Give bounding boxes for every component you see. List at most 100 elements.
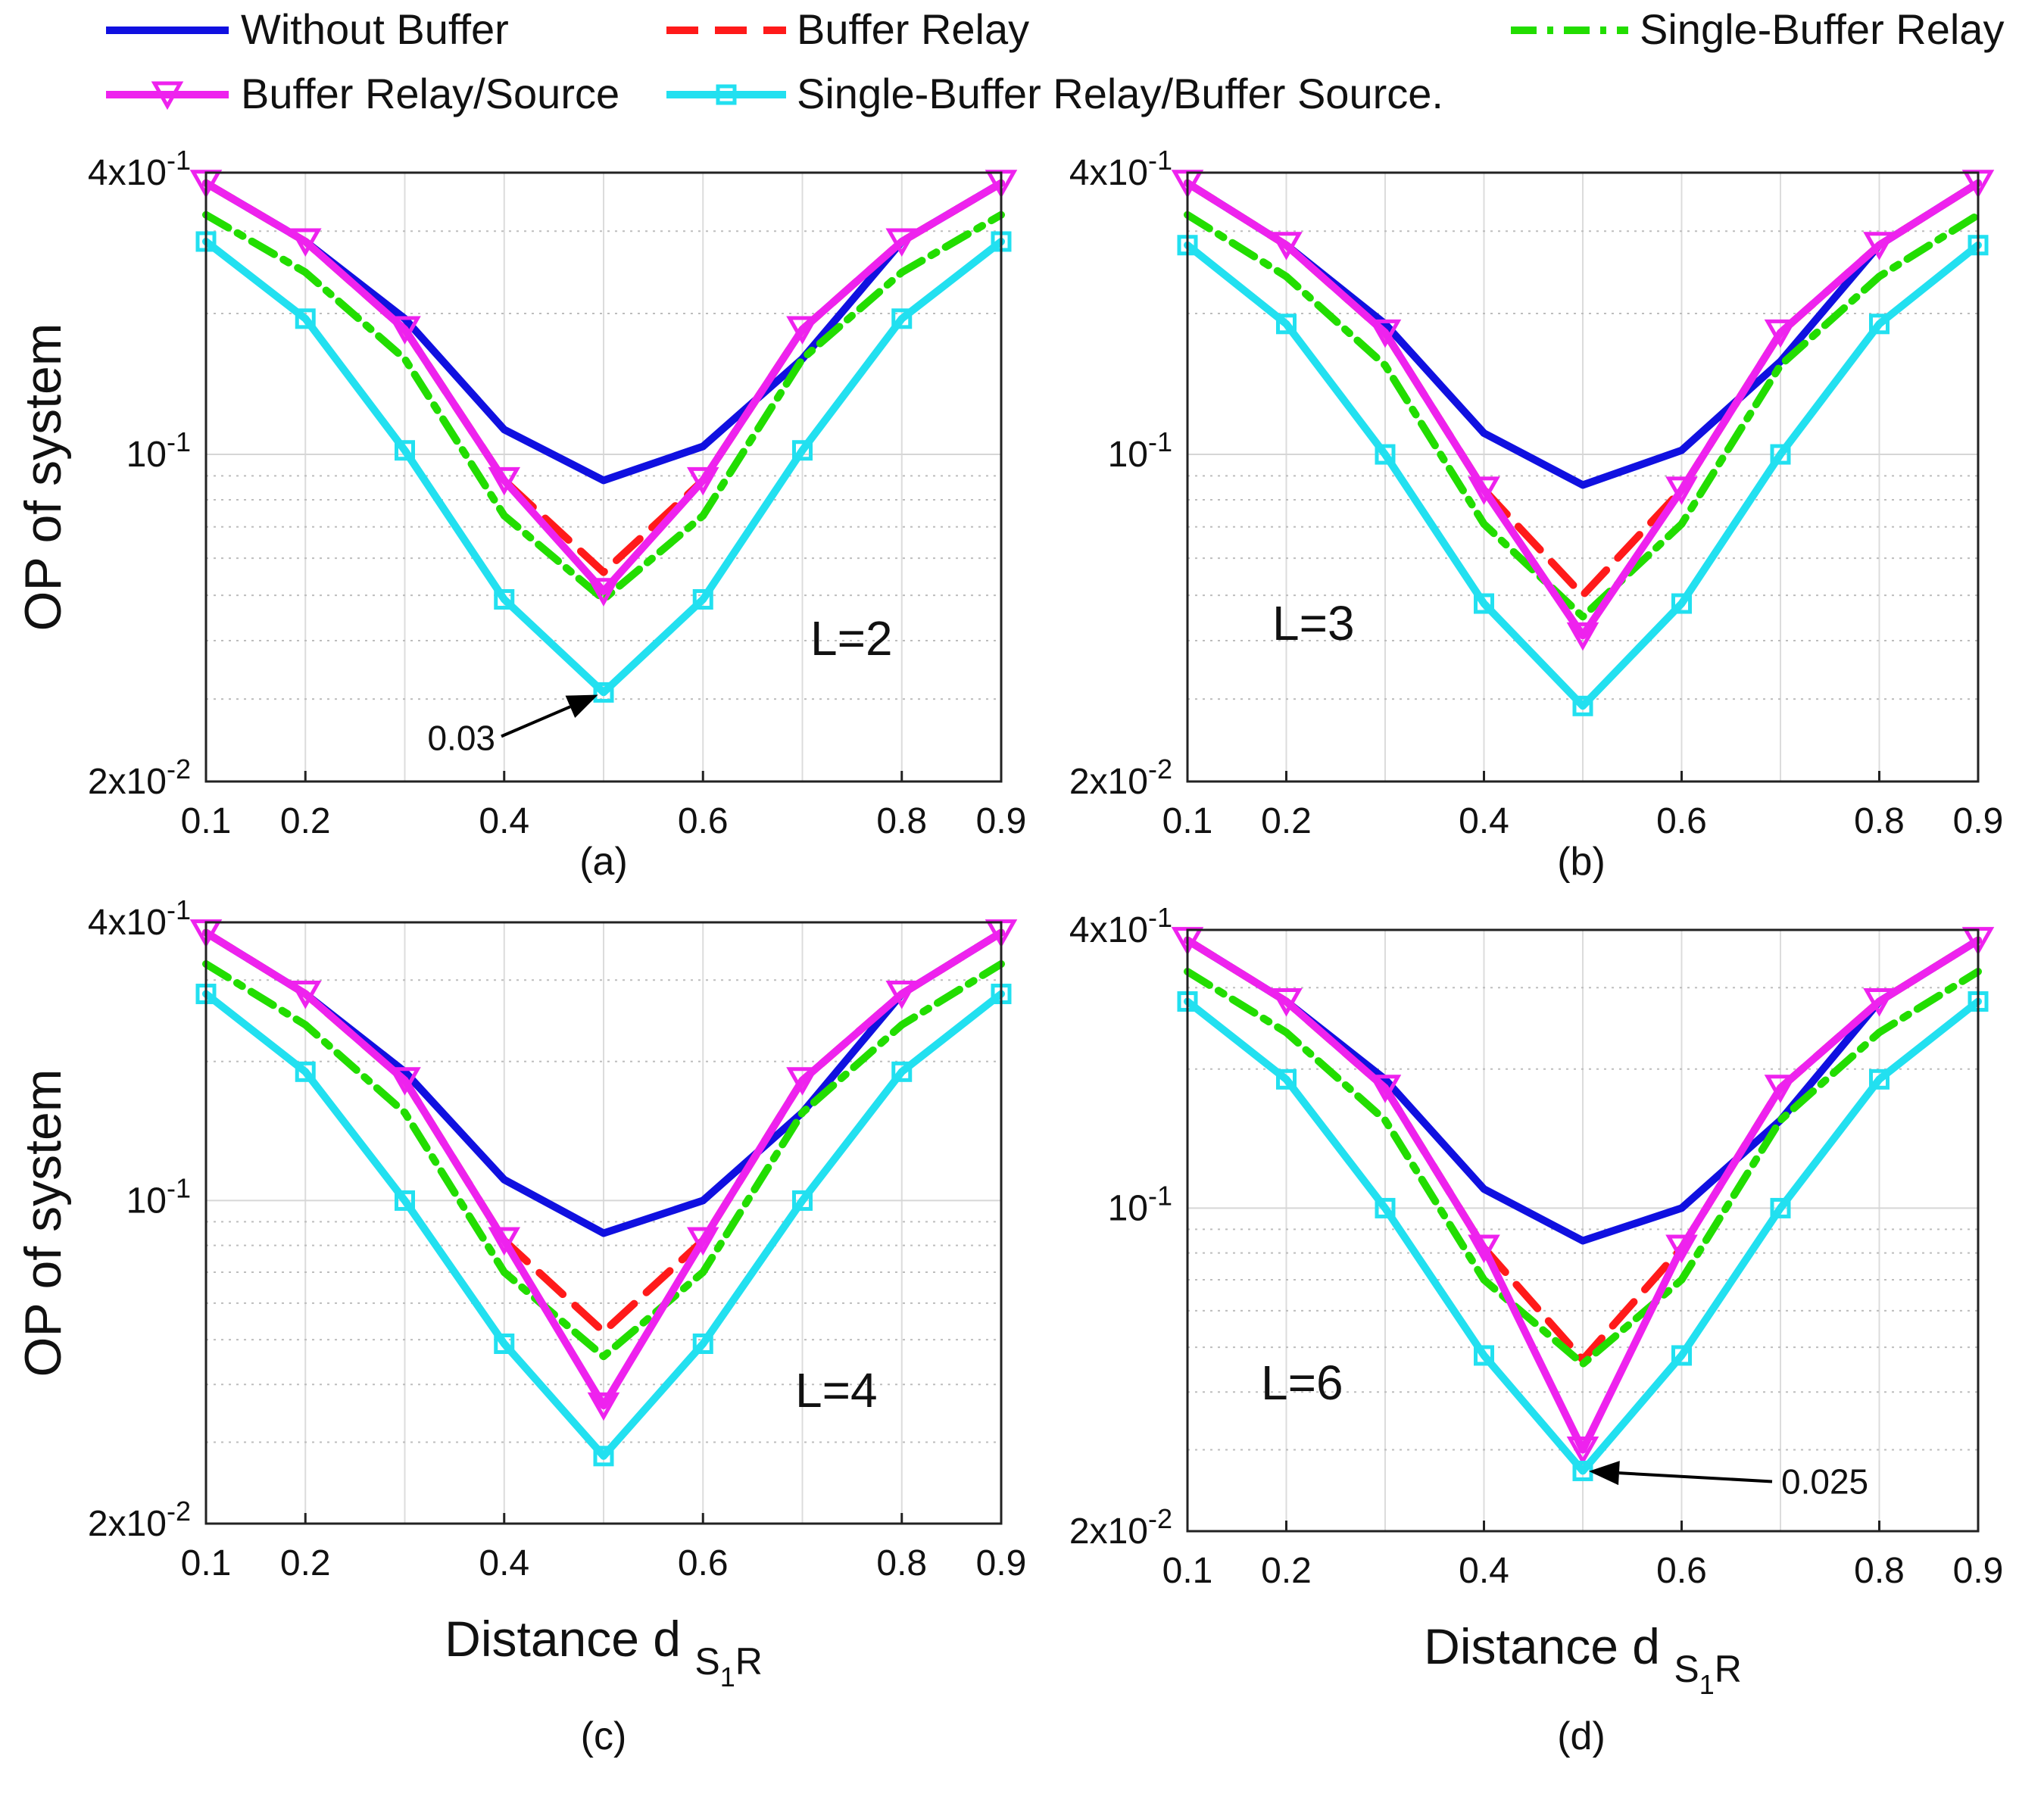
x-tick-label: 0.1 bbox=[1162, 801, 1213, 841]
data-point bbox=[289, 981, 322, 1009]
data-point bbox=[1375, 1197, 1396, 1218]
data-point bbox=[593, 682, 614, 703]
panel-a: 0.1 0.2 0.4 0.6 0.8 0.9 4x10-1 10-1 2x10-2 OP of … bbox=[14, 145, 1026, 884]
legend-label-2: Buffer Relay bbox=[797, 5, 1029, 53]
data-point bbox=[1764, 1075, 1797, 1103]
series-line-5 bbox=[202, 238, 1005, 697]
x-tick-label: 0.6 bbox=[678, 801, 729, 841]
y-tick-label: 2x10-2 bbox=[1069, 753, 1172, 802]
panel-annotation: L=6 bbox=[1261, 1355, 1343, 1410]
data-point bbox=[692, 1333, 713, 1354]
y-tick-label: 4x10-1 bbox=[1069, 902, 1172, 950]
series-line-4 bbox=[1184, 179, 1982, 640]
y-axis-label: OP of system bbox=[14, 1069, 72, 1377]
panel-caption: (a) bbox=[579, 840, 628, 884]
legend-label-5: Single-Buffer Relay/Buffer Source. bbox=[797, 70, 1443, 117]
data-point bbox=[1566, 622, 1599, 651]
data-point bbox=[1375, 444, 1396, 465]
y-tick-label: 4x10-1 bbox=[1069, 145, 1172, 193]
y-tick-label: 2x10-2 bbox=[88, 753, 191, 802]
data-point bbox=[1270, 232, 1303, 260]
panel-d: 0.1 0.2 0.4 0.6 0.8 0.9 4x10-1 10-1 2x10-2 Distan… bbox=[1069, 902, 2003, 1758]
data-point bbox=[1863, 988, 1896, 1017]
data-point bbox=[686, 466, 719, 496]
data-point bbox=[1869, 1068, 1890, 1090]
data-point bbox=[395, 440, 415, 461]
data-point bbox=[587, 1392, 620, 1421]
panel-annotation: L=2 bbox=[810, 611, 893, 666]
data-point bbox=[792, 440, 813, 461]
x-tick-label: 0.1 bbox=[1162, 1551, 1213, 1591]
y-tick-label: 10-1 bbox=[1108, 1180, 1172, 1228]
series-line-4 bbox=[1184, 936, 1982, 1454]
data-point bbox=[1770, 1197, 1791, 1218]
data-point bbox=[885, 228, 919, 257]
axes-frame bbox=[1186, 171, 1980, 783]
series-line-3 bbox=[1184, 968, 1982, 1368]
x-tick-label: 0.9 bbox=[1953, 801, 2004, 841]
x-tick-label: 0.1 bbox=[181, 1543, 232, 1583]
legend-label-1: Without Buffer bbox=[241, 5, 509, 53]
data-point bbox=[1368, 1075, 1402, 1103]
data-point bbox=[389, 1067, 421, 1096]
legend-marker-5 bbox=[716, 84, 737, 105]
series-line-3 bbox=[202, 960, 1005, 1361]
data-point bbox=[1572, 695, 1593, 716]
arrow-shaft bbox=[1618, 1471, 1773, 1483]
x-tick-label: 0.2 bbox=[1261, 801, 1312, 841]
data-point bbox=[494, 589, 515, 610]
y-tick-label: 2x10-2 bbox=[88, 1496, 191, 1544]
data-point bbox=[786, 1067, 819, 1096]
data-point bbox=[1270, 988, 1303, 1017]
data-point bbox=[488, 1227, 521, 1256]
data-point bbox=[1671, 1345, 1692, 1366]
data-point bbox=[488, 466, 521, 496]
x-tick-label: 0.1 bbox=[181, 801, 232, 841]
panel-c: 0.1 0.2 0.4 0.6 0.8 0.9 4x10-1 10-1 2x10-2 OP of … bbox=[14, 894, 1026, 1758]
series-line-5 bbox=[1184, 997, 1982, 1475]
axes-frame bbox=[204, 921, 1003, 1525]
data-point bbox=[1671, 593, 1692, 614]
data-point bbox=[1665, 1234, 1698, 1264]
x-tick-label: 0.8 bbox=[876, 1543, 927, 1583]
data-point bbox=[1770, 444, 1791, 465]
legend-label-4: Buffer Relay/Source bbox=[241, 70, 619, 117]
axes-frame bbox=[204, 171, 1003, 783]
data-point bbox=[395, 1190, 415, 1211]
data-point bbox=[891, 308, 913, 329]
y-tick-label: 10-1 bbox=[126, 1172, 191, 1221]
data-point bbox=[389, 316, 421, 345]
x-axis-label: Distance d S1R bbox=[445, 1611, 763, 1692]
x-tick-label: 0.4 bbox=[479, 1543, 529, 1583]
data-point bbox=[1468, 476, 1500, 505]
x-tick-label: 0.2 bbox=[1261, 1551, 1312, 1591]
data-point bbox=[786, 316, 819, 345]
data-point bbox=[1276, 314, 1297, 335]
data-point bbox=[1276, 1068, 1297, 1090]
arrow-shaft bbox=[501, 705, 571, 738]
x-tick-label: 0.4 bbox=[1459, 801, 1509, 841]
y-tick-label: 4x10-1 bbox=[88, 145, 191, 193]
arrow-head bbox=[1588, 1461, 1620, 1486]
panel-caption: (d) bbox=[1557, 1714, 1606, 1758]
x-tick-label: 0.2 bbox=[280, 801, 331, 841]
x-tick-label: 0.6 bbox=[1656, 1551, 1707, 1591]
legend: Without Buffer Buffer Relay Single-Buffer … bbox=[106, 5, 2004, 117]
series-line-3 bbox=[202, 211, 1005, 604]
data-point bbox=[1764, 319, 1797, 348]
data-point bbox=[1368, 319, 1402, 348]
data-point bbox=[1863, 232, 1896, 260]
data-point bbox=[1869, 314, 1890, 335]
y-tick-label: 10-1 bbox=[126, 426, 191, 475]
data-point bbox=[295, 308, 316, 329]
series-line-5 bbox=[1184, 241, 1982, 710]
data-point bbox=[1665, 476, 1698, 505]
data-point bbox=[792, 1190, 813, 1211]
x-tick-label: 0.8 bbox=[1854, 1551, 1905, 1591]
x-tick-label: 0.8 bbox=[1854, 801, 1905, 841]
x-tick-label: 0.9 bbox=[976, 801, 1027, 841]
x-tick-label: 0.4 bbox=[479, 801, 529, 841]
y-tick-label: 10-1 bbox=[1108, 426, 1172, 475]
x-tick-label: 0.6 bbox=[1656, 801, 1707, 841]
